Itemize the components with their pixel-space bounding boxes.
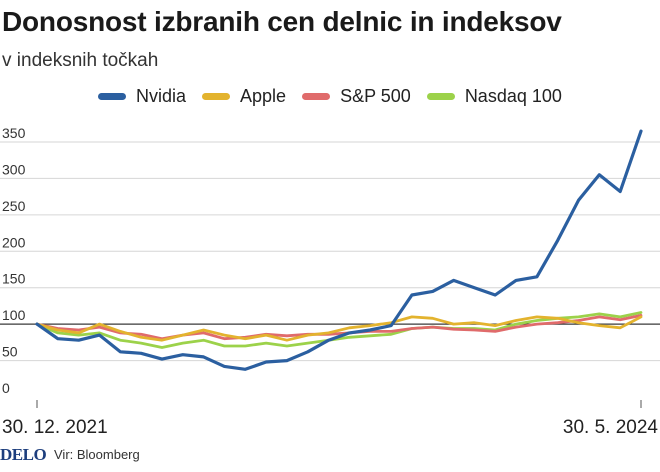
delo-logo: DELO <box>0 445 47 464</box>
y-tick-label-350: 350 <box>2 125 26 141</box>
series-line-nvidia <box>35 129 643 371</box>
y-tick-label-300: 300 <box>2 161 26 177</box>
legend-item-nasdaq100: Nasdaq 100 <box>426 86 562 107</box>
legend-swatch-nasdaq100 <box>426 93 455 100</box>
y-tick-label-0: 0 <box>2 380 10 396</box>
series-line-apple <box>35 315 643 342</box>
legend-label-nvidia: Nvidia <box>136 86 187 106</box>
x-tick-label-0: 30. 12. 2021 <box>2 417 108 438</box>
y-tick-label-50: 50 <box>2 344 18 360</box>
series-line-s-p-500 <box>35 313 643 341</box>
series-line-nasdaq-100 <box>35 311 643 349</box>
legend-swatch-apple <box>202 93 231 100</box>
legend-label-sp500: S&P 500 <box>340 86 411 106</box>
x-tick-label-1: 30. 5. 2024 <box>563 417 659 438</box>
source-note: Vir: Bloomberg <box>54 447 140 462</box>
y-tick-label-250: 250 <box>2 198 26 214</box>
y-tick-label-200: 200 <box>2 234 26 250</box>
y-tick-label-100: 100 <box>2 307 26 323</box>
legend-item-sp500: S&P 500 <box>302 86 411 107</box>
chart-legend: Nvidia Apple S&P 500 Nasdaq 100 <box>98 86 578 107</box>
legend-swatch-nvidia <box>98 93 126 100</box>
legend-item-nvidia: Nvidia <box>98 86 186 107</box>
legend-item-apple: Apple <box>202 86 286 107</box>
chart-subtitle: v indeksnih točkah <box>2 50 159 71</box>
legend-swatch-sp500 <box>302 93 331 100</box>
legend-label-nasdaq100: Nasdaq 100 <box>464 86 562 106</box>
chart-title: Donosnost izbranih cen delnic in indekso… <box>2 6 562 37</box>
legend-label-apple: Apple <box>240 86 287 106</box>
y-tick-label-150: 150 <box>2 271 26 287</box>
